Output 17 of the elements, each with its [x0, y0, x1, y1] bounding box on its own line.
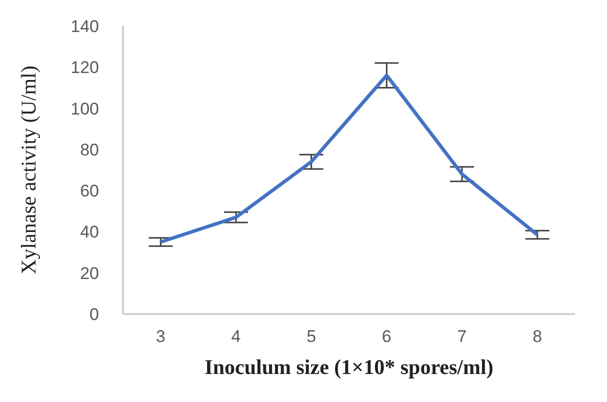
y-tick-label: 40 [80, 222, 99, 242]
x-axis-title: Inoculum size (1×10* spores/ml) [204, 355, 494, 379]
y-tick-label: 60 [80, 182, 99, 201]
y-tick-label: 20 [80, 264, 99, 283]
x-tick-label: 5 [306, 327, 316, 346]
y-axis-title: Xylanase activity (U/ml) [16, 66, 40, 274]
x-tick-label: 6 [382, 327, 392, 346]
y-tick-label: 140 [70, 17, 99, 36]
y-tick-label: 80 [80, 140, 99, 160]
x-tick-label: 7 [457, 327, 467, 346]
x-tick-label: 8 [532, 327, 542, 346]
y-tick-label: 0 [90, 305, 99, 324]
x-tick-label: 3 [156, 327, 166, 346]
y-tick-label: 120 [70, 58, 99, 78]
line-series [158, 74, 540, 244]
y-tick-label: 100 [70, 99, 99, 118]
x-tick-label: 4 [231, 327, 241, 346]
